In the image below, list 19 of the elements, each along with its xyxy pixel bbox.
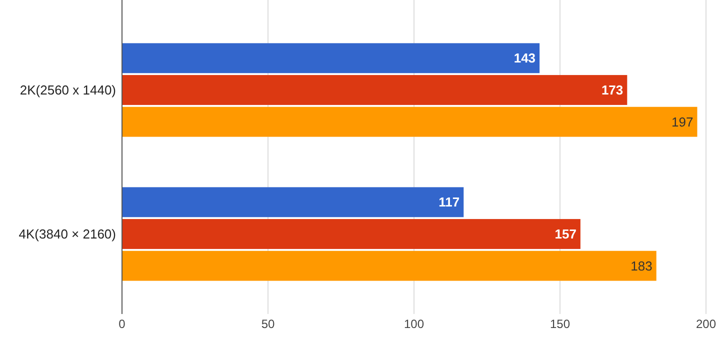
bar — [122, 250, 656, 281]
bar — [122, 75, 628, 105]
x-tick-label: 100 — [404, 317, 424, 331]
x-tick-label: 50 — [261, 317, 275, 331]
data-label: 157 — [554, 226, 576, 242]
data-label: 173 — [601, 82, 624, 98]
data-label: 197 — [672, 114, 694, 130]
x-tick-label: 0 — [118, 317, 126, 331]
data-label: 183 — [630, 258, 652, 274]
y-tick-label: 2K(2560 x 1440) — [20, 82, 116, 98]
x-tick-label: 200 — [696, 317, 716, 331]
bar — [122, 219, 580, 249]
data-label: 117 — [438, 194, 460, 210]
data-label: 143 — [514, 50, 536, 66]
bar — [122, 106, 698, 137]
bar — [122, 43, 540, 74]
bar — [122, 187, 464, 218]
x-tick-label: 150 — [550, 317, 570, 331]
y-tick-label: 4K(3840 × 2160) — [18, 226, 116, 242]
